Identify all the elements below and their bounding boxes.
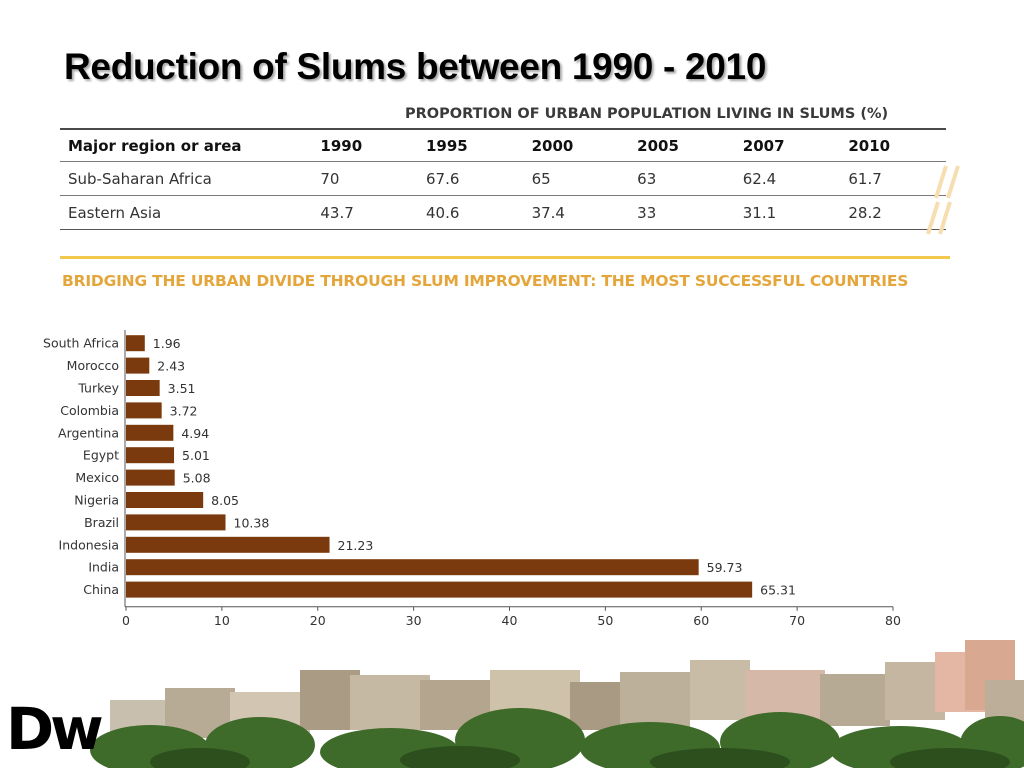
bar-nigeria [126,492,204,508]
x-tick-label: 40 [502,613,518,628]
category-label: Colombia [60,403,119,418]
bar-egypt [126,447,175,464]
slide-title: Reduction of Slums between 1990 - 2010 [64,46,767,87]
section-divider [60,256,950,259]
cell-value: 62.4 [734,161,841,196]
x-tick-label: 30 [406,613,422,628]
value-label: 8.05 [211,493,239,508]
category-label: Mexico [75,470,119,485]
header-2007: 2007 [734,130,841,162]
value-label: 2.43 [157,359,185,374]
decorative-slashes [918,158,978,238]
category-label: Turkey [77,381,119,396]
cell-value: 63 [629,161,735,196]
x-tick-label: 0 [122,613,130,628]
table-caption: PROPORTION OF URBAN POPULATION LIVING IN… [405,106,889,122]
cell-value: 40.6 [417,195,524,230]
category-label: Argentina [58,425,119,440]
bar-indonesia [126,536,330,553]
bar-mexico [126,469,175,486]
category-label: India [88,560,119,575]
cell-region: Sub-Saharan Africa [60,161,313,196]
dw-logo: Dw [6,695,104,763]
value-label: 10.38 [234,515,270,530]
x-tick-label: 80 [885,613,901,628]
category-label: Morocco [67,358,119,373]
bar-south-africa [126,335,145,352]
table-row: Eastern Asia 43.7 40.6 37.4 33 31.1 28.2 [60,195,946,230]
header-region: Major region or area [60,130,313,162]
table-top-rule [60,128,946,130]
value-label: 65.31 [760,583,796,598]
category-label: Indonesia [59,537,119,552]
value-label: 1.96 [153,336,181,351]
header-2005: 2005 [629,130,735,162]
x-tick-label: 60 [693,613,709,628]
bar-morocco [126,357,150,374]
slum-improvement-bar-chart: South Africa 1.96 Morocco 2.43 Turkey 3.51 Col… [43,330,901,650]
value-label: 59.73 [707,560,743,575]
bar-colombia [126,402,162,419]
cell-value: 33 [629,195,735,230]
bar-china [126,581,753,598]
category-label: Brazil [84,515,119,530]
header-2000: 2000 [523,130,630,162]
cell-value: 31.1 [734,195,841,230]
slum-proportion-table: Major region or area 1990 1995 2000 2005… [60,130,946,230]
cell-value: 28.2 [840,195,946,230]
cell-value: 37.4 [523,195,630,230]
cell-value: 70 [312,161,418,196]
value-label: 5.08 [183,471,211,486]
bar-brazil [126,514,226,531]
cell-region: Eastern Asia [60,195,313,230]
bar-india [126,559,699,576]
tree-foliage-dark [150,746,1010,768]
cell-value: 61.7 [840,161,946,196]
category-label: South Africa [43,336,119,351]
table-header-row: Major region or area 1990 1995 2000 2005… [60,130,946,162]
bar-argentina [126,424,174,441]
x-tick-label: 50 [597,613,613,628]
category-label: Egypt [83,448,119,463]
value-label: 21.23 [338,538,374,553]
chart-heading: BRIDGING THE URBAN DIVIDE THROUGH SLUM I… [62,272,909,290]
value-label: 4.94 [181,426,209,441]
header-2010: 2010 [840,130,946,162]
slum-photo-illustration [0,640,1024,768]
value-label: 3.72 [170,403,198,418]
cell-value: 43.7 [312,195,418,230]
cell-value: 65 [523,161,630,196]
category-label: Nigeria [74,493,119,508]
header-1995: 1995 [417,130,524,162]
x-tick-label: 70 [789,613,805,628]
value-label: 3.51 [168,381,196,396]
cell-value: 67.6 [417,161,524,196]
x-tick-label: 20 [310,613,326,628]
bar-turkey [126,380,160,396]
x-tick-label: 10 [214,613,230,628]
table-row: Sub-Saharan Africa 70 67.6 65 63 62.4 61… [60,161,946,196]
category-label: China [83,582,119,597]
header-1990: 1990 [312,130,418,162]
decorative-slash-graphic [926,165,960,235]
value-label: 5.01 [182,448,210,463]
